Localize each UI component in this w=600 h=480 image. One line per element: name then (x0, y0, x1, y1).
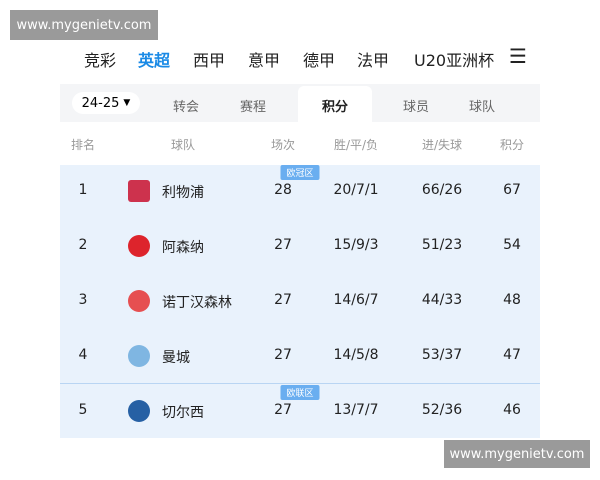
zone-label: 欧冠区 (280, 165, 320, 180)
goals: 44/33 (421, 292, 463, 308)
goals: 66/26 (421, 182, 463, 198)
league-tab[interactable]: 英超 (138, 51, 171, 70)
team-name: 利物浦 (162, 185, 204, 201)
column-header: 进/失球 (421, 138, 463, 152)
rank: 2 (78, 237, 88, 253)
league-tab[interactable]: 西甲 (193, 51, 226, 70)
subtab[interactable]: 积分 (321, 100, 348, 115)
played: 27 (274, 292, 292, 308)
points: 54 (503, 237, 521, 253)
season: 24-25 (81, 95, 120, 111)
team-logo (128, 180, 150, 202)
goals: 51/23 (421, 237, 463, 253)
record: 14/6/7 (333, 292, 379, 308)
record: 14/5/8 (333, 347, 379, 363)
record: 20/7/1 (333, 182, 379, 198)
team-logo (128, 345, 150, 367)
points: 46 (503, 402, 521, 418)
points: 48 (503, 292, 521, 308)
league-tab[interactable]: U20亚洲杯 (414, 51, 495, 70)
zone-label: 欧联区 (280, 385, 320, 400)
active-subtab-bg (298, 86, 372, 122)
played: 27 (274, 402, 292, 418)
team-name: 切尔西 (162, 405, 204, 421)
column-header: 胜/平/负 (333, 138, 379, 152)
team-name: 曼城 (162, 350, 190, 366)
played: 27 (274, 347, 292, 363)
watermark: www.mygenietv.com (444, 440, 590, 468)
watermark: www.mygenietv.com (10, 10, 158, 40)
league-tab[interactable]: 法甲 (357, 51, 390, 70)
league-tab[interactable]: 意甲 (248, 51, 281, 70)
team-logo (128, 400, 150, 422)
record: 13/7/7 (333, 402, 379, 418)
team-logo (128, 290, 150, 312)
played: 27 (274, 237, 292, 253)
column-header: 场次 (270, 138, 295, 152)
subtab[interactable]: 球员 (402, 100, 429, 115)
team-name: 诺丁汉森林 (162, 295, 232, 311)
rank: 4 (78, 347, 88, 363)
league-tab[interactable]: 德甲 (303, 51, 336, 70)
goals: 52/36 (421, 402, 463, 418)
subtab[interactable]: 转会 (172, 100, 199, 115)
season-select[interactable]: 24-25 ▼ (72, 92, 140, 114)
rank: 3 (78, 292, 88, 308)
column-header: 球队 (170, 138, 195, 152)
menu-icon[interactable]: ☰ (509, 44, 527, 68)
league-tab[interactable]: 竞彩 (84, 51, 117, 70)
subtab[interactable]: 球队 (468, 100, 495, 115)
points: 67 (503, 182, 521, 198)
column-header: 排名 (70, 138, 95, 152)
column-header: 积分 (499, 138, 524, 152)
record: 15/9/3 (333, 237, 379, 253)
goals: 53/37 (421, 347, 463, 363)
rank: 1 (78, 182, 88, 198)
team-name: 阿森纳 (162, 240, 204, 256)
played: 28 (274, 182, 292, 198)
team-logo (128, 235, 150, 257)
subtab[interactable]: 赛程 (239, 100, 266, 115)
zone-divider (60, 383, 540, 384)
points: 47 (503, 347, 521, 363)
rank: 5 (78, 402, 88, 418)
